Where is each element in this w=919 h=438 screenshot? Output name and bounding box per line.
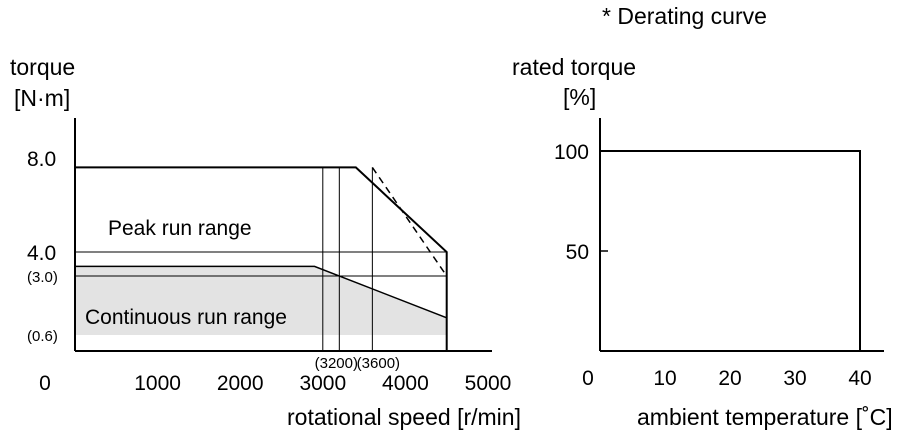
right-ylabel-line2: [%] [563, 84, 596, 110]
peak-run-range-label: Peak run range [108, 217, 252, 240]
left-y-tick-label: (0.6) [27, 328, 58, 345]
left-y-tick-label: (3.0) [27, 269, 58, 286]
right-y-tick-label: 50 [566, 241, 589, 264]
right-xlabel: ambient temperature [˚C] [637, 404, 893, 430]
right-x-tick-label: 0 [582, 367, 594, 390]
left-x-tick-label: 4000 [382, 372, 429, 395]
left-y-tick-label: 4.0 [27, 242, 56, 265]
right-x-tick-label: 20 [718, 367, 741, 390]
rated-torque-line [600, 150, 861, 351]
continuous-run-boundary [75, 265, 447, 319]
continuous-run-range-label: Continuous run range [85, 306, 287, 329]
left-x-tick-label: 3000 [299, 372, 346, 395]
left-x-tick-label: 5000 [465, 372, 512, 395]
derating-curve-chart: rated torque [%] ambient temperature [˚C… [512, 54, 893, 430]
left-xlabel: rotational speed [r/min] [287, 404, 521, 430]
left-ylabel-line2: [N·m] [14, 85, 70, 111]
torque-speed-chart: torque [N·m] rotational speed [r/min] 8.… [10, 54, 521, 430]
right-x-tick-label: 30 [783, 367, 806, 390]
right-x-tick-label: 10 [653, 367, 676, 390]
speed-marker-label: (3200) [315, 355, 358, 372]
right-x-tick-label: 40 [848, 367, 871, 390]
right-ylabel-line1: rated torque [512, 54, 636, 80]
continuous-run-fill [75, 266, 447, 335]
left-x-tick-label: 0 [39, 372, 51, 395]
derating-note: * Derating curve [602, 3, 767, 29]
speed-marker-label: (3600) [357, 355, 400, 372]
peak-derating-dashed-line [371, 166, 448, 277]
left-x-tick-label: 1000 [134, 372, 181, 395]
left-y-tick-label: 8.0 [27, 148, 56, 171]
right-y-tick-label: 100 [554, 141, 589, 164]
left-ylabel-line1: torque [10, 54, 75, 80]
left-x-tick-label: 2000 [217, 372, 264, 395]
